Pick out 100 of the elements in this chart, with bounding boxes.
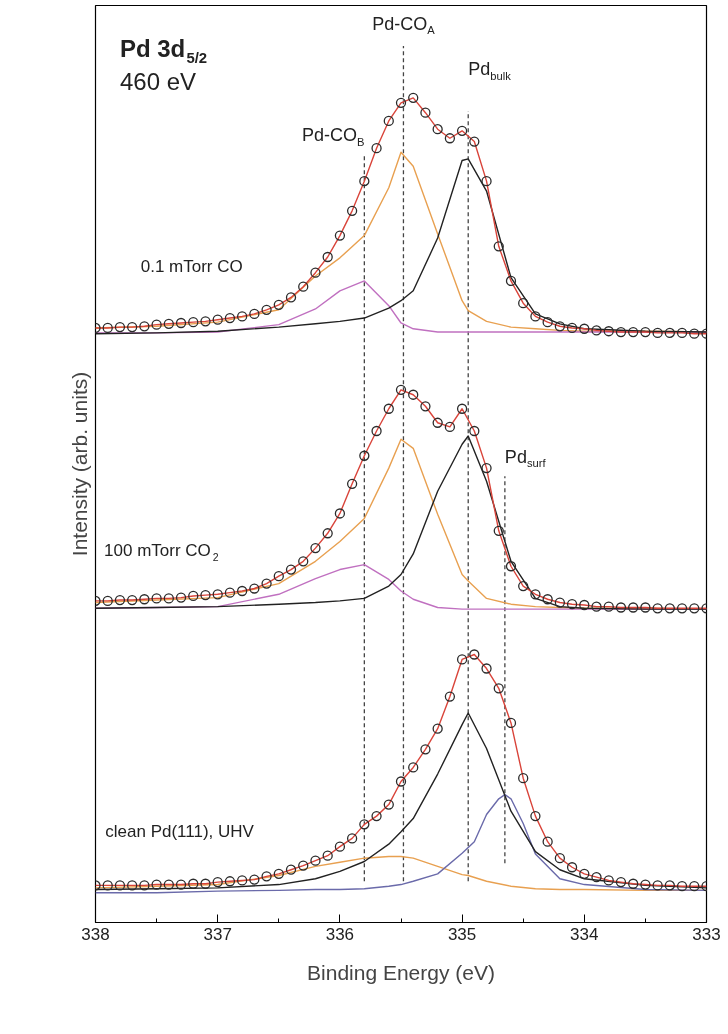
- point: [481, 663, 492, 674]
- point: [493, 683, 504, 694]
- point: [615, 602, 627, 613]
- point: [444, 691, 456, 702]
- point: [395, 776, 407, 787]
- point: [652, 327, 663, 339]
- point: [188, 590, 199, 602]
- point: [310, 542, 321, 554]
- point: [408, 389, 419, 400]
- point: [469, 136, 480, 147]
- y-axis-title: Intensity (arb. units): [67, 371, 91, 557]
- point: [261, 871, 272, 882]
- point: [334, 841, 346, 852]
- point: [249, 308, 260, 320]
- point: [139, 321, 150, 332]
- x-tick-label: 333: [692, 924, 721, 944]
- point: [591, 601, 602, 612]
- point: [628, 878, 639, 889]
- point: [346, 478, 358, 489]
- point: [298, 556, 309, 567]
- x-axis-title: Binding Energy (eV): [307, 960, 495, 984]
- annotation: clean Pd(111), UHV: [105, 822, 255, 842]
- point: [346, 833, 358, 844]
- point: [518, 580, 529, 592]
- point: [505, 275, 517, 287]
- point: [530, 589, 541, 600]
- point: [432, 417, 443, 428]
- point: [322, 251, 333, 263]
- point: [432, 723, 443, 734]
- point: [689, 328, 700, 339]
- point: [102, 880, 113, 891]
- point: [114, 321, 126, 333]
- point: [591, 872, 602, 883]
- point: [200, 589, 211, 601]
- point: [285, 292, 297, 303]
- point: [554, 321, 566, 332]
- point: [530, 311, 541, 322]
- point: [359, 176, 370, 187]
- point: [395, 97, 407, 108]
- point: [175, 592, 187, 603]
- point: [469, 649, 480, 660]
- x-tick-label: 336: [325, 924, 355, 944]
- point: [481, 176, 492, 187]
- point: [285, 564, 297, 575]
- point: [505, 717, 517, 729]
- point: [139, 880, 150, 891]
- point: [493, 241, 504, 252]
- point: [285, 864, 297, 875]
- point: [127, 594, 138, 606]
- point: [554, 853, 566, 864]
- point: [444, 421, 456, 433]
- point: [212, 876, 223, 888]
- point: [615, 326, 627, 338]
- point: [175, 879, 187, 890]
- point: [505, 561, 517, 572]
- point: [383, 403, 394, 414]
- point: [127, 880, 138, 891]
- point: [664, 603, 675, 614]
- point: [542, 836, 553, 847]
- point: [408, 92, 419, 103]
- point: [640, 602, 651, 613]
- point: [127, 321, 138, 333]
- point: [469, 425, 480, 437]
- point: [420, 744, 431, 755]
- point: [628, 326, 639, 338]
- point: [371, 810, 382, 822]
- point: [432, 124, 443, 135]
- point: [200, 878, 211, 889]
- point: [456, 403, 468, 414]
- point: [163, 879, 174, 890]
- x-tick-label: 338: [81, 924, 110, 944]
- point: [603, 326, 614, 337]
- point: [603, 601, 614, 612]
- point: [566, 599, 578, 610]
- point: [151, 593, 162, 604]
- point: [420, 401, 431, 412]
- point: [261, 304, 272, 315]
- point: [212, 589, 223, 600]
- point: [640, 879, 651, 890]
- point: [188, 878, 199, 889]
- point: [408, 762, 419, 773]
- point: [591, 325, 602, 336]
- point: [652, 880, 663, 891]
- point: [322, 850, 333, 861]
- point: [689, 881, 700, 892]
- point: [615, 876, 627, 888]
- point: [640, 326, 651, 338]
- point: [359, 450, 370, 461]
- point: [359, 819, 370, 830]
- point: [163, 593, 174, 604]
- point: [273, 299, 284, 310]
- point: [151, 879, 162, 890]
- x-tick-label: 334: [570, 924, 599, 944]
- point: [689, 603, 700, 614]
- point: [456, 125, 468, 136]
- point: [664, 327, 675, 339]
- point: [652, 603, 663, 614]
- point: [420, 107, 431, 118]
- point: [518, 298, 529, 309]
- point: [566, 862, 578, 873]
